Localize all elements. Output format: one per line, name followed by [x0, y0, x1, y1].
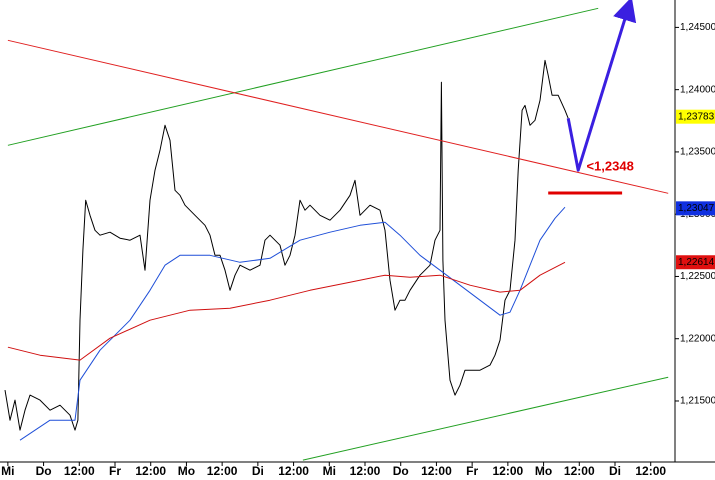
- series-line: [7, 39, 669, 194]
- x-tick-label: 12:00: [493, 464, 524, 478]
- x-tick-label: Fr: [109, 464, 121, 478]
- x-tick-label: Mi: [323, 464, 336, 478]
- series-line: [4, 59, 569, 431]
- price-marker-label: 1,23047: [678, 203, 715, 214]
- price-marker: [676, 109, 715, 124]
- x-tick-label: Do: [36, 464, 52, 478]
- price-marker: [676, 255, 715, 270]
- x-tick-label: 12:00: [564, 464, 595, 478]
- x-tick-label: 12:00: [421, 464, 452, 478]
- y-tick-label: 1,22000: [680, 333, 715, 344]
- price-marker: [676, 201, 715, 216]
- series-line: [7, 7, 599, 146]
- x-tick-label: Di: [252, 464, 264, 478]
- arrow-line: [566, 0, 637, 172]
- x-tick-label: 12:00: [64, 464, 95, 478]
- x-tick-label: Mo: [178, 464, 195, 478]
- x-tick-label: Do: [393, 464, 409, 478]
- x-tick-label: Mi: [1, 464, 14, 478]
- y-tick-label: 1,22500: [680, 271, 715, 282]
- x-tick-label: 12:00: [278, 464, 309, 478]
- plot-area: [4, 7, 669, 461]
- x-tick-label: Di: [609, 464, 621, 478]
- series-line: [7, 261, 566, 361]
- price-marker-label: 1,23783: [678, 111, 715, 122]
- x-tick-label: 12:00: [207, 464, 238, 478]
- y-tick-label: 1,21500: [680, 396, 715, 407]
- x-tick-label: 12:00: [135, 464, 166, 478]
- x-tick-label: 12:00: [635, 464, 666, 478]
- annotation: <1,2348: [586, 158, 633, 173]
- x-tick-label: Fr: [466, 464, 478, 478]
- price-marker-label: 1,22614: [678, 257, 715, 268]
- series-line: [19, 206, 566, 441]
- series-line: [302, 376, 669, 461]
- y-tick-label: 1,24000: [680, 84, 715, 95]
- x-tick-label: Mo: [535, 464, 552, 478]
- y-tick-label: 1,23500: [680, 147, 715, 158]
- y-tick-label: 1,24500: [680, 22, 715, 33]
- x-tick-label: 12:00: [350, 464, 381, 478]
